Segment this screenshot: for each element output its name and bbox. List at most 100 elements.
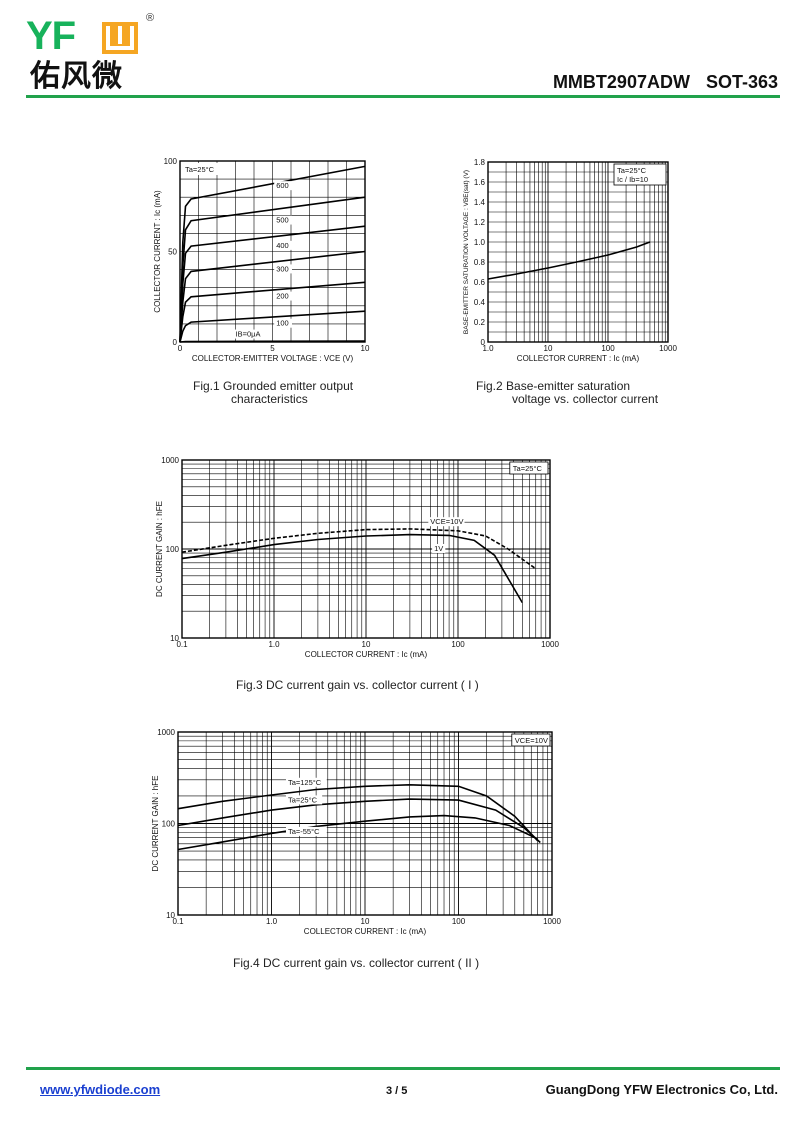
y-axis-label: DC CURRENT GAIN : hFE [155,501,164,597]
y-tick-label: 1.4 [474,198,486,207]
y-tick-label: 0 [481,338,486,347]
annotation-box [509,461,549,475]
x-tick-label: 1000 [543,917,561,926]
fig1-caption: Fig.1 Grounded emitter output characteri… [193,380,353,406]
y-tick-label: 50 [168,248,177,257]
x-tick-label: 1000 [659,344,677,353]
company-name: GuangDong YFW Electronics Co, Ltd. [545,1082,778,1097]
fig2-caption-line1: Fig.2 Base-emitter saturation [476,379,631,393]
y-tick-label: 10 [170,634,179,643]
y-tick-label: 0.4 [474,298,486,307]
series-line [177,798,541,844]
y-tick-label: 0.2 [474,318,486,327]
series-label-background [432,543,446,553]
y-tick-label: 1000 [157,728,175,737]
series-line [487,241,651,280]
y-tick-label: 10 [166,911,175,920]
x-tick-label: 0 [178,344,183,353]
series-label-background [274,264,292,274]
y-tick-label: 1.2 [474,218,486,227]
series-line [177,814,538,851]
annotation-text: Ta=25°C [185,165,215,174]
series-label: 200 [276,292,289,301]
x-tick-label: 0.1 [172,917,184,926]
x-tick-label: 100 [451,640,465,649]
series-label-background [428,517,465,527]
series-label: 100 [276,319,289,328]
series-line [179,310,366,343]
series-label: Ta=-55°C [288,827,320,836]
series-label: 500 [276,216,289,225]
series-label: Ta=25°C [288,795,318,804]
document-title: MMBT2907ADW SOT-363 [553,72,778,93]
logo-w-mark-icon [102,22,138,54]
package-name: SOT-363 [705,72,778,92]
x-axis-label: COLLECTOR CURRENT : Ic (mA) [304,927,427,936]
series-line [181,528,537,570]
series-label: IB=0μA [236,330,261,339]
x-tick-label: 10 [362,640,371,649]
series-label-background [274,291,292,301]
annotation-text: Ta=25°C [617,166,647,175]
x-tick-label: 10 [544,344,553,353]
plot-frame [177,731,553,916]
series-line [179,340,366,343]
series-line [181,533,523,604]
y-axis-label: BASE-EMITTER SATURATION VOLTAGE : VBE(sa… [463,170,470,334]
series-label-background [274,240,292,250]
y-tick-label: 1.8 [474,158,486,167]
series-label-background [285,795,323,805]
fig2-caption: Fig.2 Base-emitter saturation voltage vs… [476,380,658,406]
y-tick-label: 1.0 [474,238,486,247]
y-tick-label: 100 [164,157,178,166]
fig2-caption-line2: voltage vs. collector current [512,392,659,406]
fig4-dc-gain-temperature-chart: 0.1 1.0 10 100 1000 10 100 1000 COLLECTOR CURREN… [151,728,561,936]
y-tick-label: 100 [166,545,180,554]
y-tick-label: 0 [173,338,178,347]
x-tick-label: 1.0 [266,917,278,926]
x-tick-label: 100 [601,344,615,353]
series-label-background [274,181,292,191]
fig3-caption: Fig.3 DC current gain vs. collector curr… [236,678,479,692]
header-rule [26,95,780,98]
logo-text-yf: YF [26,14,76,58]
plot-frame [181,459,551,639]
x-tick-label: 5 [270,344,275,353]
x-axis-label: COLLECTOR CURRENT : Ic (mA) [517,354,640,363]
series-line [177,783,539,842]
annotation-box [613,163,667,186]
x-tick-label: 1000 [541,640,559,649]
series-label: 600 [276,181,289,190]
y-tick-label: 0.8 [474,258,486,267]
annotation-text: Ta=25°C [513,464,543,473]
y-axis-label: DC CURRENT GAIN : hFE [151,776,160,872]
x-axis-label: COLLECTOR CURRENT : Ic (mA) [305,650,428,659]
brand-chinese-name: 佑风微 [30,60,123,93]
y-tick-label: 1.6 [474,178,486,187]
x-tick-label: 1.0 [268,640,280,649]
x-tick-label: 10 [361,917,370,926]
website-link[interactable]: www.yfwdiode.com [40,1082,161,1097]
fig1-caption-line2: characteristics [231,392,308,406]
series-label: 1V [434,544,443,553]
annotation-text: VCE=10V [515,736,548,745]
x-tick-label: 100 [452,917,466,926]
annotation-box [511,733,551,747]
footer-rule [26,1067,780,1070]
y-axis-label: COLLECTOR CURRENT : Ic (mA) [153,190,162,313]
fig1-caption-line1: Fig.1 Grounded emitter output [193,379,354,393]
part-number: MMBT2907ADW [552,72,690,92]
x-tick-label: 1.0 [482,344,494,353]
series-label-background [233,329,266,339]
plot-frame [487,161,669,343]
series-label: 400 [276,241,289,250]
x-tick-label: 10 [361,344,370,353]
series-label: 300 [276,264,289,273]
series-label-background [285,777,327,787]
fig2-vbe-sat-chart: 1.0 10 100 1000 0 0.2 0.4 0.6 0.8 1.0 1.2 1.4 1.6 1.8… [463,158,677,363]
annotation-box [182,163,221,175]
series-label: Ta=125°C [288,778,322,787]
x-tick-label: 0.1 [176,640,188,649]
brand-logo: YF ® 佑风微 [26,12,166,96]
